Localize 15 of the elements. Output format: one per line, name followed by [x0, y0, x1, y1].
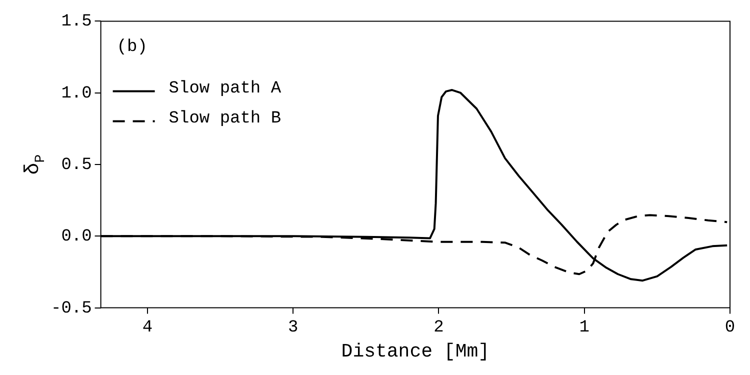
x-tick-label: 0 [724, 318, 736, 338]
x-axis-title: Distance [Mm] [341, 340, 490, 363]
y-tick-label: 0.0 [61, 228, 92, 247]
y-axis-title: δP [22, 154, 49, 175]
legend-label: Slow path A [168, 80, 282, 99]
y-tick-label: 0.5 [61, 156, 92, 175]
x-tick-label: 3 [288, 318, 298, 338]
y-tick-label: 1.0 [61, 84, 92, 104]
legend-label: Slow path B [168, 110, 282, 129]
y-tick-label: 1.5 [61, 12, 92, 32]
annotation: (b) [116, 38, 148, 58]
x-tick-label: 2 [434, 318, 444, 338]
y-tick-label: -0.5 [50, 299, 92, 318]
x-tick-label: 1 [579, 318, 590, 338]
x-tick-label: 4 [142, 318, 153, 338]
